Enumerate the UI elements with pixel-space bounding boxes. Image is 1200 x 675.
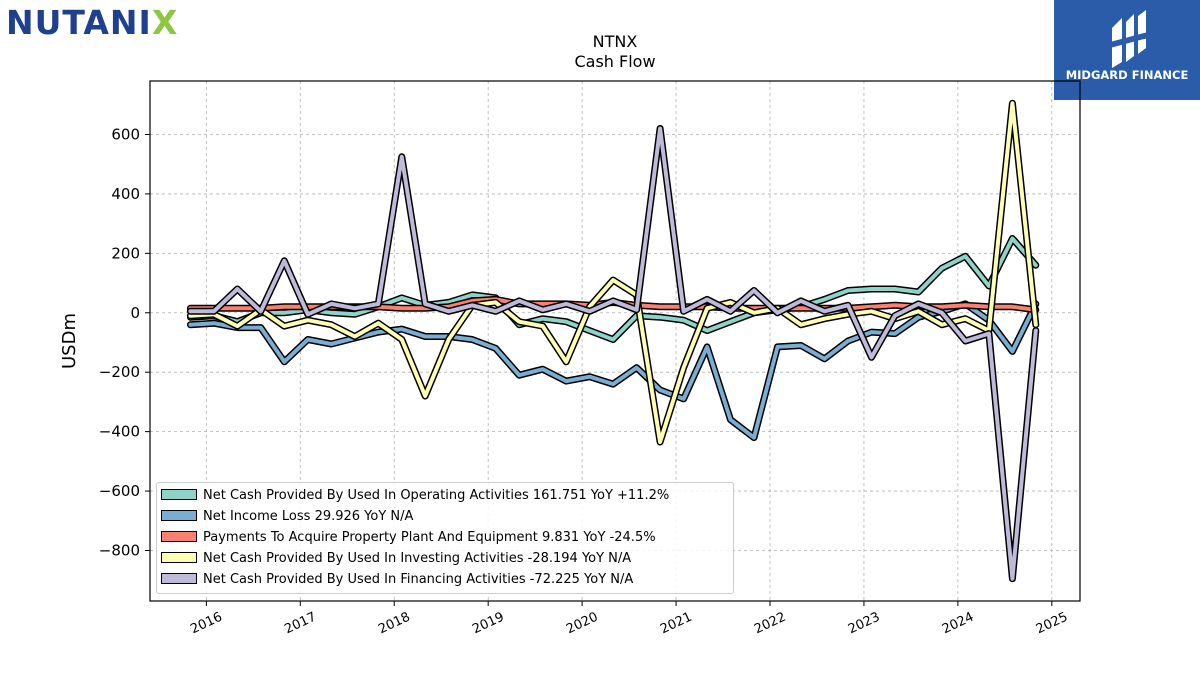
y-tick-label: 400 xyxy=(111,185,140,203)
x-tick-label: 2023 xyxy=(846,610,882,638)
series-line-4 xyxy=(188,126,1038,581)
legend-item: Net Cash Provided By Used In Operating A… xyxy=(161,487,669,505)
midgard-finance-logo: MIDGARD FINANCE xyxy=(1054,0,1200,100)
x-tick-label: 2017 xyxy=(282,610,318,638)
legend-label: Net Cash Provided By Used In Investing A… xyxy=(203,551,632,566)
midgard-mark-icon xyxy=(1110,10,1148,68)
legend-label: Payments To Acquire Property Plant And E… xyxy=(203,530,656,545)
legend-swatch xyxy=(161,531,197,542)
legend-swatch xyxy=(161,573,197,584)
series-line-0 xyxy=(188,236,1038,342)
series-line-1 xyxy=(188,301,1038,440)
legend-item: Payments To Acquire Property Plant And E… xyxy=(161,529,656,547)
x-tick-label: 2020 xyxy=(564,610,600,638)
y-tick-label: 600 xyxy=(111,125,140,143)
legend-item: Net Cash Provided By Used In Investing A… xyxy=(161,550,631,568)
nutanix-logo: NUTANIX xyxy=(6,3,179,42)
legend-label: Net Cash Provided By Used In Financing A… xyxy=(203,572,634,587)
series-line-3 xyxy=(188,101,1038,444)
chart-title: NTNX Cash Flow xyxy=(150,32,1080,72)
y-tick-label: −600 xyxy=(99,482,140,500)
legend-item: Net Income Loss 29.926 YoY N/A xyxy=(161,508,413,526)
y-tick-label: 0 xyxy=(130,304,140,322)
y-axis-label: USDm xyxy=(59,313,80,369)
chart-subtitle: Cash Flow xyxy=(574,52,656,71)
chart-title-ticker: NTNX xyxy=(592,32,638,51)
legend-swatch xyxy=(161,510,197,521)
legend-swatch xyxy=(161,552,197,563)
plot-frame xyxy=(149,80,1081,602)
x-tick-label: 2016 xyxy=(188,610,224,638)
series-outline-3 xyxy=(186,99,1040,446)
y-tick-label: −800 xyxy=(99,541,140,559)
chart-legend: Net Cash Provided By Used In Operating A… xyxy=(156,482,734,594)
legend-swatch xyxy=(161,489,197,500)
x-tick-label: 2022 xyxy=(752,610,788,638)
x-tick-label: 2025 xyxy=(1034,610,1070,638)
legend-label: Net Income Loss 29.926 YoY N/A xyxy=(203,509,414,524)
x-tick-label: 2019 xyxy=(470,610,506,638)
x-tick-label: 2024 xyxy=(940,610,976,638)
x-tick-label: 2021 xyxy=(658,610,694,638)
x-tick-label: 2018 xyxy=(376,610,412,638)
y-tick-label: −400 xyxy=(99,423,140,441)
legend-item: Net Cash Provided By Used In Financing A… xyxy=(161,571,633,589)
legend-label: Net Cash Provided By Used In Operating A… xyxy=(203,488,670,503)
y-tick-label: −200 xyxy=(99,363,140,381)
midgard-finance-name: MIDGARD FINANCE xyxy=(1065,68,1189,82)
y-tick-label: 200 xyxy=(111,244,140,262)
